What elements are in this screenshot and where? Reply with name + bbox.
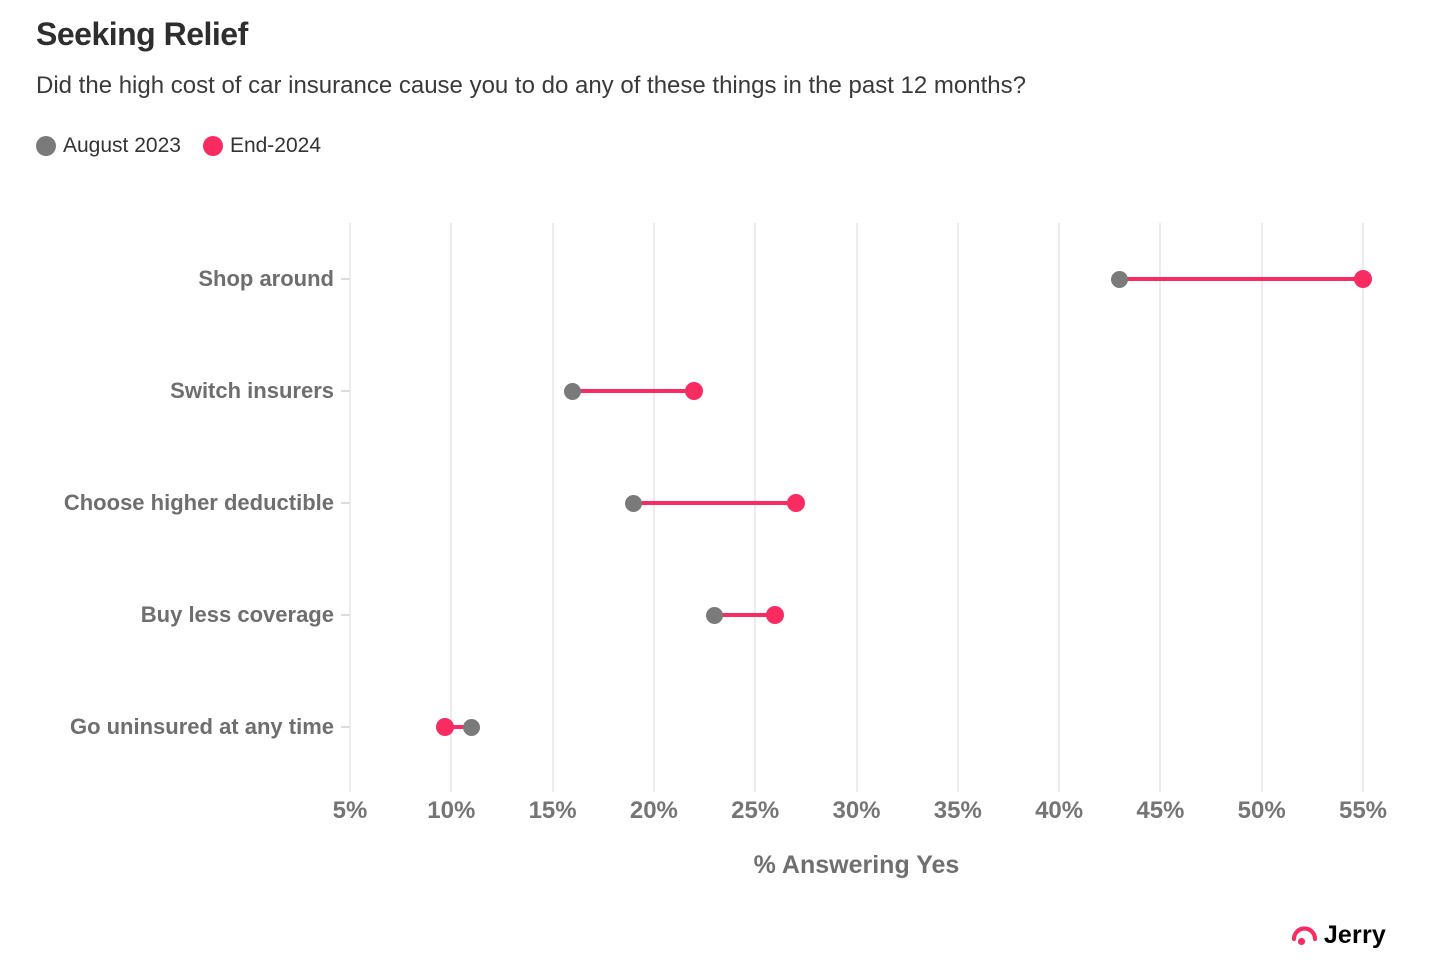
- dumbbell-connector: [1119, 277, 1363, 281]
- x-tick-label: 55%: [1338, 797, 1388, 824]
- gridline-50: [1260, 223, 1263, 792]
- dot-end-2024: [436, 718, 455, 736]
- x-tick-label: 5%: [332, 797, 368, 824]
- category-tick: [341, 502, 350, 504]
- category-label: Choose higher deductible: [63, 490, 334, 515]
- gridline-5: [349, 223, 351, 792]
- dot-end-2024: [766, 606, 785, 624]
- dot-august-2023: [463, 718, 481, 736]
- legend-label-august-2023: August 2023: [63, 134, 181, 157]
- x-tick-label: 35%: [933, 797, 982, 824]
- category-tick: [341, 614, 350, 616]
- category-label: Shop around: [198, 266, 334, 291]
- dot-august-2023: [706, 606, 724, 624]
- category-label: Buy less coverage: [140, 602, 334, 627]
- legend-dot-end-2024: [202, 136, 223, 156]
- x-axis-title: % Answering Yes: [753, 851, 960, 879]
- dot-august-2023: [564, 382, 582, 400]
- category-label: Go uninsured at any time: [69, 714, 334, 739]
- dumbbell-connector: [445, 725, 472, 729]
- jerry-arc-icon: [1291, 925, 1317, 945]
- x-tick-label: 45%: [1136, 797, 1185, 824]
- dot-august-2023: [1111, 270, 1129, 288]
- gridline-35: [956, 223, 959, 792]
- dumbbell-connector: [714, 613, 776, 617]
- x-tick-label: 20%: [629, 797, 678, 824]
- gridline-10: [450, 223, 453, 792]
- dumbbell-connector: [633, 501, 796, 505]
- category-tick: [341, 278, 350, 280]
- dot-august-2023: [625, 494, 643, 512]
- dot-end-2024: [786, 494, 805, 512]
- x-tick-label: 30%: [832, 797, 881, 824]
- x-tick-label: 50%: [1237, 797, 1286, 824]
- x-tick-label: 25%: [731, 797, 780, 824]
- gridline-15: [551, 223, 554, 792]
- legend-label-end-2024: End-2024: [229, 134, 322, 157]
- gridline-25: [754, 223, 757, 792]
- legend-item-august-2023: August 2023: [36, 134, 181, 158]
- gridline-30: [855, 223, 858, 792]
- chart-subtitle: Did the high cost of car insurance cause…: [36, 72, 1026, 99]
- dot-end-2024: [685, 382, 704, 400]
- chart-title: Seeking Relief: [36, 16, 248, 52]
- x-tick-label: 10%: [427, 797, 476, 824]
- category-tick: [341, 390, 350, 392]
- jerry-brand-text: Jerry: [1323, 921, 1386, 949]
- gridline-45: [1159, 223, 1162, 792]
- legend: August 2023 End-2024: [36, 134, 321, 158]
- category-tick: [341, 726, 350, 728]
- jerry-logo: Jerry: [1290, 921, 1386, 950]
- x-tick-label: 40%: [1035, 797, 1084, 824]
- gridline-40: [1058, 223, 1061, 792]
- dot-end-2024: [1354, 270, 1372, 288]
- category-label: Switch insurers: [170, 378, 334, 403]
- x-tick-label: 15%: [528, 797, 577, 824]
- legend-item-end-2024: End-2024: [202, 134, 322, 158]
- gridline-55: [1362, 223, 1364, 792]
- legend-dot-august-2023: [36, 136, 56, 156]
- gridline-20: [652, 223, 655, 792]
- dumbbell-connector: [572, 389, 695, 393]
